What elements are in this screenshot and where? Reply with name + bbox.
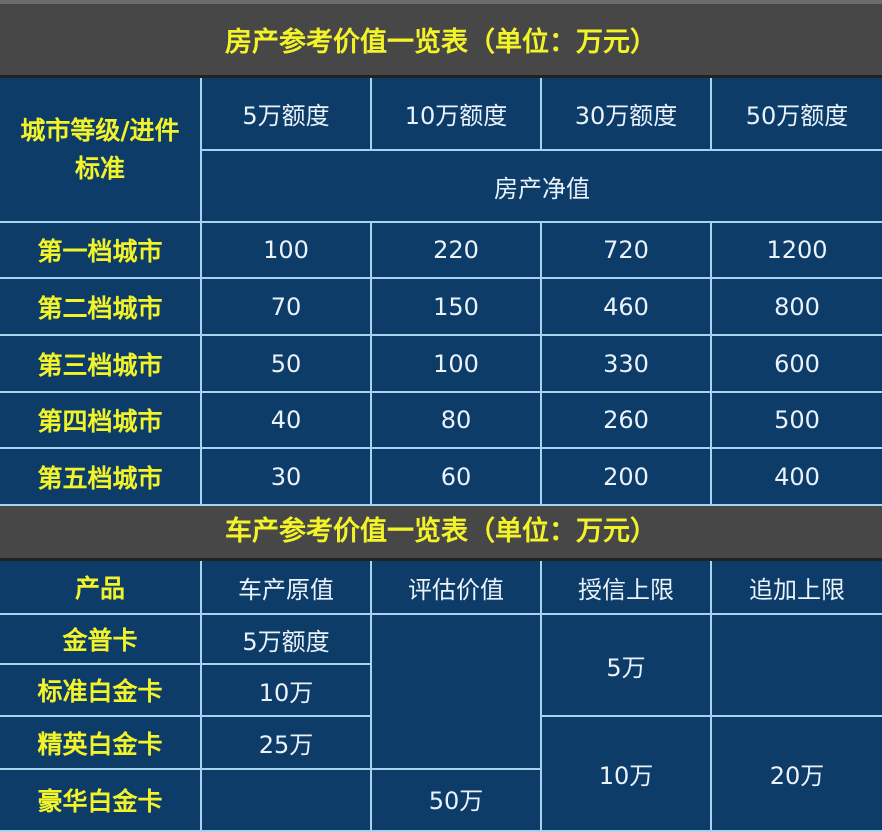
cell: 1200 (710, 221, 882, 279)
column-header: 授信上限 (540, 561, 712, 615)
product-label: 标准白金卡 (0, 663, 202, 717)
cell: 5万额度 (200, 613, 372, 665)
cell: 100 (370, 334, 542, 393)
cell: 80 (370, 391, 542, 449)
cell: 720 (540, 221, 712, 279)
column-header: 产品 (0, 561, 202, 615)
product-label: 精英白金卡 (0, 715, 202, 770)
column-header: 评估价值 (370, 561, 542, 615)
table-row: 第三档城市 50 100 330 600 (0, 334, 882, 393)
column-header: 追加上限 (710, 561, 882, 615)
column-header: 车产原值 (200, 561, 372, 615)
cell: 460 (540, 277, 712, 336)
cell: 500 (710, 391, 882, 449)
cell (200, 768, 372, 832)
corner-header: 城市等级/进件标准 (0, 78, 202, 223)
subheader: 房产净值 (201, 149, 882, 223)
row-label: 第一档城市 (0, 221, 202, 279)
cell: 100 (200, 221, 372, 279)
assessed-value-cell: 50万 (370, 768, 541, 832)
cell: 30 (200, 447, 372, 506)
table-row: 第五档城市 30 60 200 400 (0, 447, 882, 506)
house-value-table: 城市等级/进件标准 5万额度 10万额度 30万额度 50万额度 房产净值 第一… (0, 78, 882, 506)
credit-limit-cell: 10万 (540, 715, 712, 832)
product-label: 金普卡 (0, 613, 202, 665)
cell: 330 (540, 334, 712, 393)
house-table-title: 房产参考价值一览表（单位：万元） (0, 0, 882, 78)
row-label: 第三档城市 (0, 334, 202, 393)
cell: 220 (370, 221, 542, 279)
cell: 40 (200, 391, 372, 449)
cell: 50 (200, 334, 372, 393)
empty-cell (370, 613, 542, 770)
cell: 400 (710, 447, 882, 506)
cell: 60 (370, 447, 542, 506)
cell: 600 (710, 334, 882, 393)
cell: 200 (540, 447, 712, 506)
row-label: 第二档城市 (0, 277, 202, 336)
cell: 150 (370, 277, 542, 336)
column-header: 30万额度 (540, 78, 712, 151)
column-header: 50万额度 (710, 78, 882, 151)
car-value-table: 产品 车产原值 评估价值 授信上限 追加上限 金普卡 5万额度 5万 标准白金卡… (0, 561, 882, 832)
cell: 260 (540, 391, 712, 449)
table-row: 第一档城市 100 220 720 1200 (0, 221, 882, 279)
table-row: 标准白金卡 10万 (0, 663, 882, 717)
table-row: 第四档城市 40 80 260 500 (0, 391, 882, 449)
cell: 70 (200, 277, 372, 336)
cell: 25万 (200, 715, 372, 770)
additional-limit-cell: 20万 (710, 715, 882, 832)
cell: 800 (710, 277, 882, 336)
cell: 10万 (200, 663, 371, 717)
table-row: 精英白金卡 25万 10万 20万 (0, 715, 882, 832)
table-row: 金普卡 5万额度 5万 (0, 613, 882, 770)
product-label: 豪华白金卡 (0, 768, 202, 832)
car-table-title: 车产参考价值一览表（单位：万元） (0, 506, 882, 561)
table-row: 第二档城市 70 150 460 800 (0, 277, 882, 336)
column-header: 10万额度 (370, 78, 542, 151)
row-label: 第四档城市 (0, 391, 202, 449)
empty-cell (710, 613, 882, 717)
row-label: 第五档城市 (0, 447, 202, 506)
column-header: 5万额度 (200, 78, 372, 151)
credit-limit-cell: 5万 (540, 613, 712, 717)
